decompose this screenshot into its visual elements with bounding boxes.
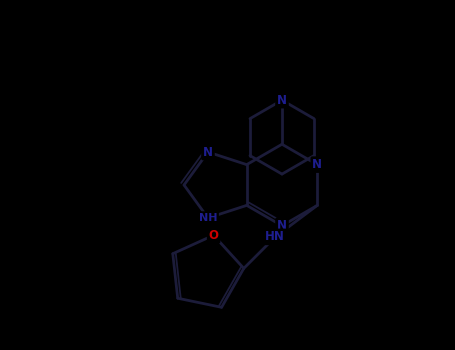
Text: N: N — [203, 146, 213, 159]
Text: N: N — [277, 94, 287, 107]
Text: O: O — [208, 229, 218, 242]
Text: HN: HN — [265, 230, 285, 243]
Text: N: N — [277, 219, 287, 232]
Text: NH: NH — [199, 213, 217, 223]
Text: N: N — [312, 158, 322, 171]
